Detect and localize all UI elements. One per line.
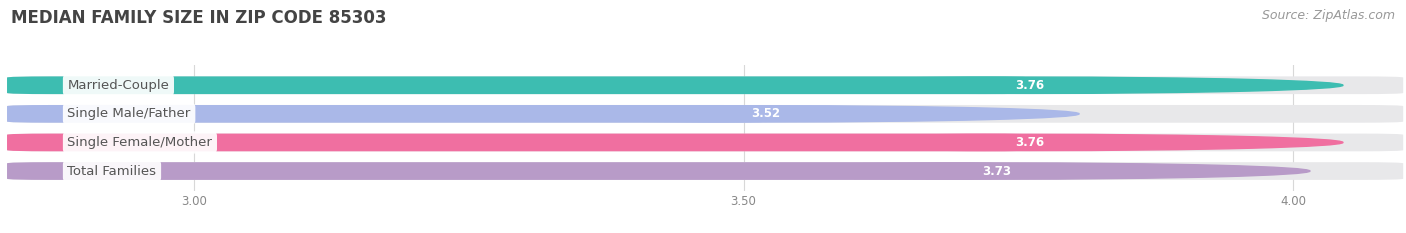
Text: Single Female/Mother: Single Female/Mother (67, 136, 212, 149)
FancyBboxPatch shape (7, 105, 1403, 123)
FancyBboxPatch shape (7, 76, 1029, 94)
Text: 3.73: 3.73 (981, 164, 1011, 178)
FancyBboxPatch shape (7, 105, 766, 123)
Text: 3.52: 3.52 (751, 107, 780, 120)
Text: Source: ZipAtlas.com: Source: ZipAtlas.com (1261, 9, 1395, 22)
Circle shape (716, 77, 1343, 93)
FancyBboxPatch shape (7, 134, 1403, 151)
Text: Married-Couple: Married-Couple (67, 79, 169, 92)
FancyBboxPatch shape (7, 162, 997, 180)
Text: 3.76: 3.76 (1015, 136, 1045, 149)
Text: 3.76: 3.76 (1015, 79, 1045, 92)
FancyBboxPatch shape (7, 134, 1029, 151)
Circle shape (716, 134, 1343, 151)
FancyBboxPatch shape (7, 76, 1403, 94)
Text: MEDIAN FAMILY SIZE IN ZIP CODE 85303: MEDIAN FAMILY SIZE IN ZIP CODE 85303 (11, 9, 387, 27)
Circle shape (683, 163, 1310, 179)
Text: Total Families: Total Families (67, 164, 156, 178)
FancyBboxPatch shape (7, 162, 1403, 180)
Circle shape (453, 106, 1078, 122)
Text: Single Male/Father: Single Male/Father (67, 107, 191, 120)
